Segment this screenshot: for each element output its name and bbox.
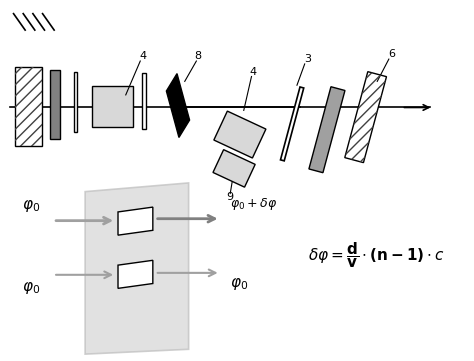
Polygon shape [118,260,153,288]
Bar [142,73,146,129]
Bar [92,86,133,127]
Polygon shape [309,87,345,173]
Text: 4: 4 [250,67,257,77]
Polygon shape [85,183,189,354]
Bar [73,72,77,132]
Text: $\varphi_0$: $\varphi_0$ [22,198,40,214]
Polygon shape [213,150,255,187]
Polygon shape [214,111,266,158]
Text: $\varphi_0$: $\varphi_0$ [22,280,40,296]
Text: $\varphi_0 + \delta\varphi$: $\varphi_0 + \delta\varphi$ [230,196,277,212]
Text: $\varphi_0$: $\varphi_0$ [230,277,248,292]
Text: 6: 6 [388,49,395,59]
Polygon shape [281,87,304,161]
Text: $\delta\varphi = \dfrac{\mathbf{d}}{\mathbf{v}}\cdot\mathbf{(n-1)}\cdot c$: $\delta\varphi = \dfrac{\mathbf{d}}{\mat… [308,240,445,270]
Polygon shape [118,207,153,235]
Bar [50,70,60,139]
Text: 9: 9 [227,192,234,203]
Text: 8: 8 [195,51,202,61]
Text: 3: 3 [304,54,311,64]
Bar [15,67,42,146]
Polygon shape [166,74,190,138]
Polygon shape [345,72,386,162]
Text: 4: 4 [140,51,147,61]
Bar [15,67,42,146]
